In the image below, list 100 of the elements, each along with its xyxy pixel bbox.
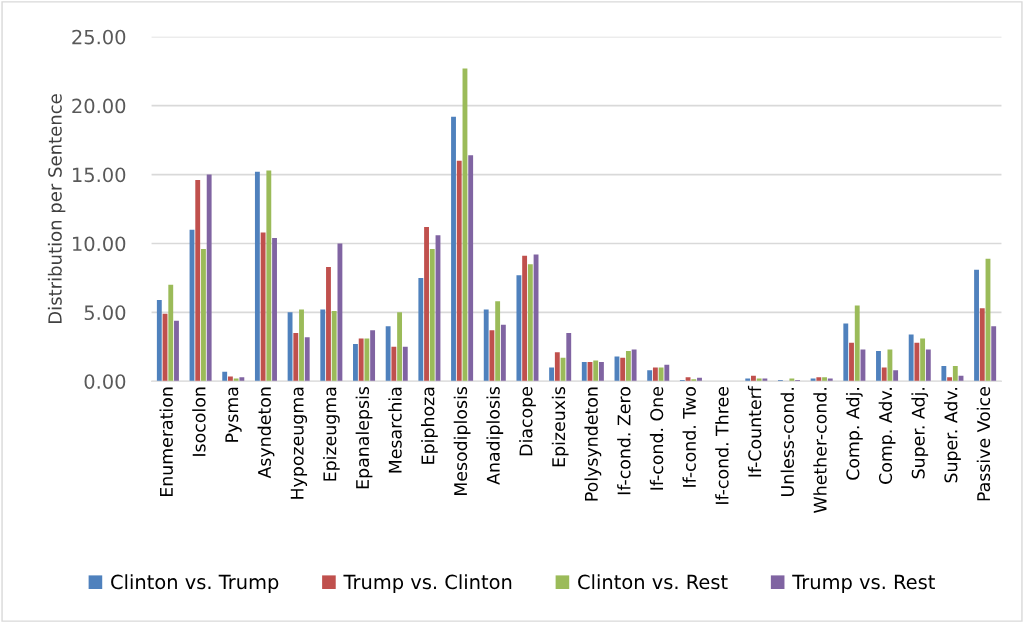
- x-tick-label: Super. Adj.: [911, 388, 929, 479]
- bar: [370, 330, 376, 382]
- x-tick-label: Epizeugma: [322, 387, 340, 481]
- x-tick-label: Comp. Adv.: [878, 388, 896, 484]
- bar: [652, 367, 658, 382]
- bar: [952, 366, 958, 382]
- x-tick-label: Epanalepsis: [355, 386, 373, 489]
- bar: [495, 301, 501, 382]
- bar: [599, 361, 604, 382]
- x-tick-label: Pysma: [225, 387, 242, 442]
- bar: [691, 379, 697, 382]
- bar: [566, 333, 572, 382]
- bar: [391, 346, 397, 382]
- bar: [266, 170, 272, 382]
- bar: [331, 310, 337, 382]
- x-tick-label: Isocolon: [192, 387, 206, 456]
- x-tick-label: Mesarchia: [388, 387, 402, 473]
- bar: [974, 269, 979, 382]
- bar: [468, 155, 474, 382]
- bar: [402, 346, 408, 382]
- bar: [843, 323, 849, 382]
- bar: [222, 371, 228, 382]
- bar: [554, 352, 560, 382]
- y-tick-label: 0.00: [84, 374, 126, 389]
- bar: [299, 309, 304, 382]
- bar: [483, 309, 489, 382]
- bar: [429, 248, 435, 382]
- bar: [908, 334, 914, 382]
- bar: [287, 312, 293, 382]
- bar: [326, 266, 331, 382]
- x-tick-label: Diacope: [519, 387, 536, 456]
- bar: [156, 299, 162, 382]
- bar: [664, 364, 670, 382]
- y-tick-label: 15.00: [73, 167, 126, 183]
- x-tick-label: Epizeuxis: [551, 386, 569, 467]
- bar: [822, 377, 827, 382]
- y-tick-label: 20.00: [72, 98, 126, 114]
- bar: [893, 370, 899, 382]
- bar: [751, 375, 756, 382]
- bar: [549, 367, 555, 382]
- bar: [358, 338, 364, 382]
- bar: [168, 284, 174, 382]
- x-tick-label: If-cond. One: [649, 387, 664, 490]
- bar: [174, 320, 179, 382]
- bar: [385, 326, 391, 382]
- bar: [816, 377, 822, 382]
- x-tick-label: If-cond. Two: [682, 387, 696, 487]
- legend-label: Clinton vs. Trump: [111, 574, 279, 594]
- legend-label: Clinton vs. Rest: [578, 574, 728, 590]
- bar: [227, 376, 233, 382]
- legend-label: Trump vs. Rest: [792, 574, 935, 594]
- bar: [593, 360, 599, 382]
- bar: [925, 349, 931, 382]
- bar: [991, 326, 997, 382]
- bar: [353, 344, 358, 382]
- bar: [581, 361, 587, 382]
- bar: [293, 333, 299, 382]
- bar: [451, 116, 456, 382]
- bar: [272, 237, 277, 382]
- bar: [887, 349, 893, 382]
- bar: [522, 255, 528, 382]
- bar: [456, 160, 462, 382]
- bar: [527, 264, 533, 382]
- bar: [337, 243, 343, 382]
- bar: [424, 226, 429, 382]
- bar: [979, 308, 985, 382]
- bar: [304, 337, 310, 382]
- bar: [881, 367, 887, 382]
- bar: [920, 338, 926, 382]
- y-tick-label: 25.00: [72, 29, 126, 45]
- bar: [364, 338, 370, 382]
- x-tick-label: If-cond. Three: [715, 387, 729, 504]
- x-tick-label: Mesodiplosis: [453, 386, 471, 495]
- bar: [201, 248, 206, 382]
- y-tick-label: 10.00: [73, 236, 126, 252]
- bar: [647, 370, 653, 382]
- x-tick-label: Asyndeton: [257, 387, 275, 479]
- bar: [195, 180, 201, 382]
- x-tick-label: Comp. Adj.: [845, 388, 863, 480]
- bar: [631, 349, 637, 382]
- y-tick-label: 5.00: [84, 305, 126, 321]
- bar: [625, 350, 631, 382]
- x-tick-label: Unless-cond.: [780, 388, 795, 496]
- bar: [658, 367, 664, 382]
- bar: [206, 174, 212, 382]
- x-tick-label: Enumeration: [159, 387, 173, 497]
- bar: [239, 377, 245, 382]
- x-tick-label: If-cond. Zero: [617, 387, 631, 495]
- bar: [500, 324, 506, 382]
- bar: [320, 309, 326, 382]
- bar: [854, 305, 860, 382]
- x-tick-label: Passive Voice: [976, 387, 991, 501]
- x-tick-label: Anadiplosis: [486, 386, 504, 485]
- bar: [620, 357, 626, 382]
- bar: [914, 342, 920, 382]
- bar: [254, 171, 260, 382]
- bar: [876, 350, 881, 382]
- y-axis-title: Distribution per Sentence: [47, 94, 66, 323]
- bar: [941, 366, 947, 382]
- x-tick-label: Super. Adv.: [944, 388, 961, 483]
